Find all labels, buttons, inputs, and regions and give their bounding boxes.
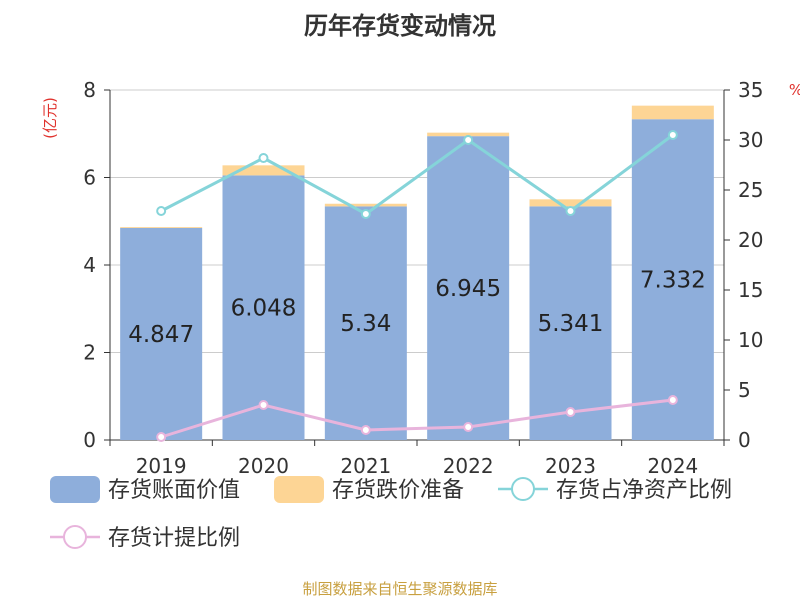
x-axis-tick-label: 2020: [238, 454, 289, 478]
bar-data-label: 4.847: [128, 322, 194, 348]
series-point: [360, 425, 371, 435]
series-point: [565, 206, 576, 216]
left-axis-tick-label: 4: [83, 253, 96, 277]
series-line-provision-ratio: [160, 398, 674, 439]
bar-impairment: [222, 165, 305, 176]
bar-data-label: 5.341: [538, 311, 604, 337]
left-axis-tick-label: 6: [83, 166, 96, 190]
series-point: [258, 153, 269, 163]
bar-book-value: [222, 175, 305, 440]
left-axis-unit: (亿元): [41, 97, 59, 139]
right-axis-unit: %: [789, 81, 800, 99]
series-point: [258, 400, 269, 410]
series-point: [667, 130, 678, 140]
legend-swatch: [274, 476, 324, 503]
series-point: [463, 422, 474, 432]
x-axis-tick-label: 2019: [136, 454, 187, 478]
legend-label: 存货占净资产比例: [556, 478, 732, 503]
bar-impairment: [427, 132, 510, 137]
right-axis-tick-label: 30: [738, 128, 763, 152]
legend-swatch: [50, 476, 100, 503]
bar-book-value: [324, 206, 407, 440]
right-axis-tick-label: 35: [738, 78, 763, 102]
bar-impairment: [120, 227, 203, 228]
bar-book-value: [427, 136, 510, 440]
x-axis-tick-label: 2022: [443, 454, 494, 478]
right-axis-tick-label: 20: [738, 228, 763, 252]
series-point: [463, 135, 474, 145]
bar-impairment: [324, 203, 407, 207]
right-axis-tick-label: 10: [738, 328, 763, 352]
series-point: [156, 432, 167, 442]
series-point: [360, 209, 371, 219]
legend-label: 存货计提比例: [108, 526, 240, 551]
series-point: [667, 395, 678, 405]
right-axis-tick-label: 25: [738, 178, 763, 202]
bar-data-label: 5.34: [340, 311, 391, 337]
legend-label: 存货账面价值: [108, 478, 240, 503]
source-footer: 制图数据来自恒生聚源数据库: [302, 580, 498, 598]
left-axis-tick-label: 2: [83, 341, 96, 365]
legend-label: 存货跌价准备: [332, 478, 464, 503]
right-axis-tick-label: 0: [738, 428, 751, 452]
chart-title: 历年存货变动情况: [304, 12, 496, 40]
x-axis-tick-label: 2023: [545, 454, 596, 478]
bar-data-label: 6.945: [435, 276, 501, 302]
bar-book-value: [631, 119, 714, 440]
legend-swatch-marker: [511, 477, 535, 501]
x-axis-tick-label: 2024: [647, 454, 698, 478]
series-line-inventory-net-asset-ratio: [160, 133, 674, 216]
left-axis-tick-label: 0: [83, 428, 96, 452]
bar-data-label: 6.048: [231, 296, 297, 322]
left-axis-tick-label: 8: [83, 78, 96, 102]
bar-impairment: [529, 199, 612, 207]
x-axis-tick-label: 2021: [340, 454, 391, 478]
series-point: [156, 206, 167, 216]
bar-data-label: 7.332: [640, 268, 706, 294]
bar-impairment: [631, 105, 714, 120]
legend-swatch-marker: [63, 525, 87, 549]
bar-book-value: [529, 206, 612, 440]
right-axis-tick-label: 5: [738, 378, 751, 402]
bar-book-value: [120, 227, 203, 440]
series-point: [565, 407, 576, 417]
right-axis-tick-label: 15: [738, 278, 763, 302]
